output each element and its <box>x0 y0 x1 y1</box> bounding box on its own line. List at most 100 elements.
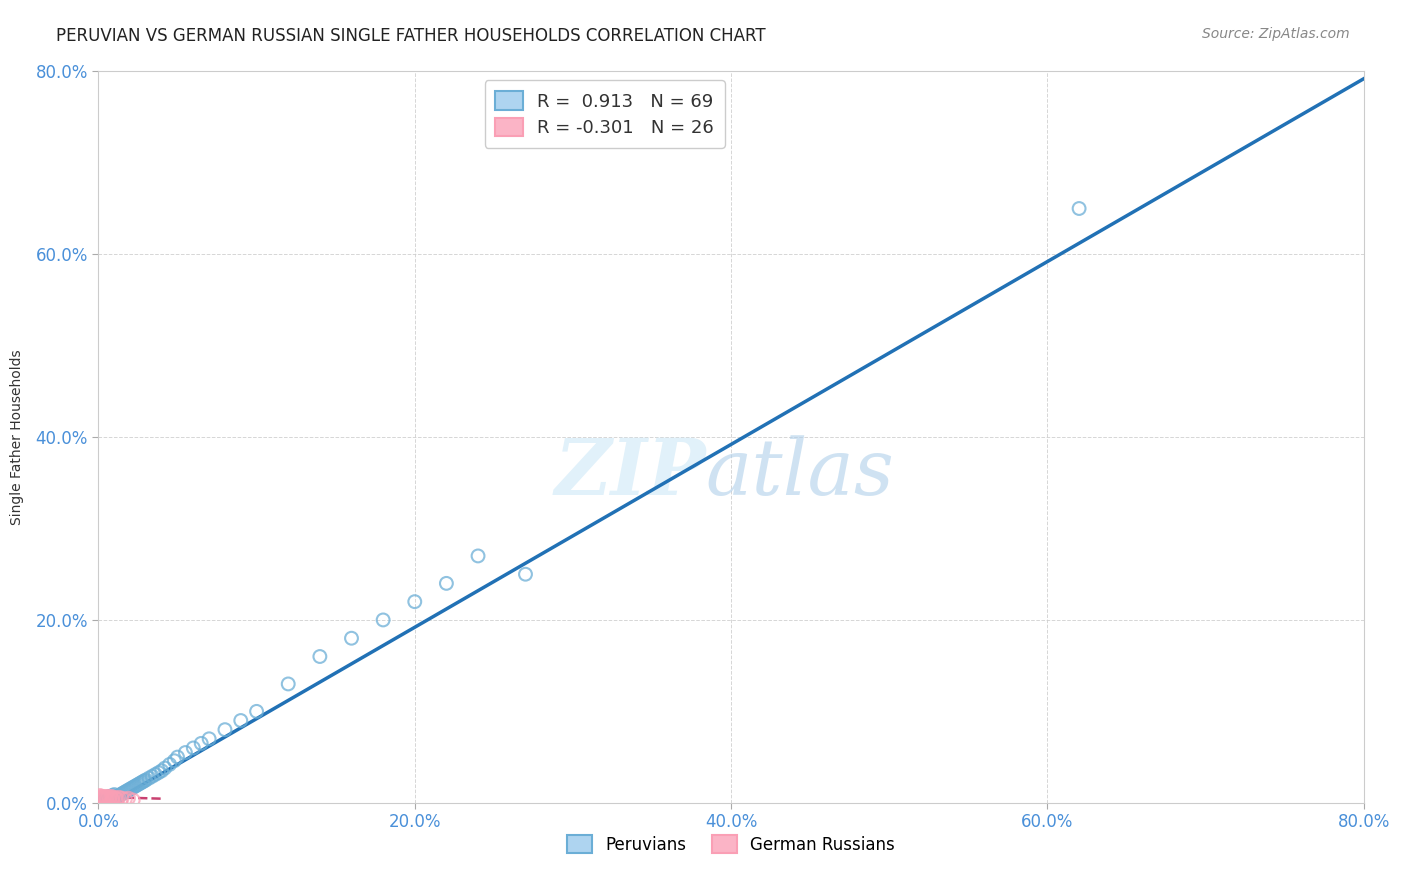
Point <box>107 789 129 804</box>
Point <box>96 790 118 805</box>
Point <box>108 789 131 803</box>
Point <box>104 791 127 805</box>
Point <box>96 794 118 808</box>
Point <box>135 772 157 787</box>
Point <box>96 792 118 806</box>
Point <box>246 705 269 719</box>
Point <box>128 776 150 790</box>
Point <box>89 795 111 809</box>
Point <box>111 791 134 805</box>
Legend: Peruvians, German Russians: Peruvians, German Russians <box>561 829 901 860</box>
Point <box>100 793 122 807</box>
Point <box>103 788 125 802</box>
Point <box>91 793 114 807</box>
Point <box>134 773 156 788</box>
Point <box>103 791 125 805</box>
Text: PERUVIAN VS GERMAN RUSSIAN SINGLE FATHER HOUSEHOLDS CORRELATION CHART: PERUVIAN VS GERMAN RUSSIAN SINGLE FATHER… <box>56 27 766 45</box>
Point <box>371 613 394 627</box>
Point <box>89 790 111 805</box>
Point <box>436 576 458 591</box>
Point <box>124 780 146 794</box>
Point <box>93 789 117 804</box>
Point <box>112 786 135 800</box>
Point <box>89 789 111 803</box>
Y-axis label: Single Father Households: Single Father Households <box>10 350 24 524</box>
Point <box>515 567 537 582</box>
Point <box>91 794 114 808</box>
Point <box>96 790 118 805</box>
Point <box>141 769 163 783</box>
Point <box>93 791 117 805</box>
Point <box>103 790 125 805</box>
Point <box>214 723 236 737</box>
Point <box>90 791 112 805</box>
Point <box>107 792 129 806</box>
Point <box>122 780 145 795</box>
Point <box>117 791 139 805</box>
Point <box>145 767 166 781</box>
Point <box>122 793 145 807</box>
Point <box>121 781 143 796</box>
Point <box>153 761 176 775</box>
Point <box>150 764 173 778</box>
Point <box>90 793 112 807</box>
Point <box>91 792 114 806</box>
Point <box>125 779 148 793</box>
Point <box>120 782 141 797</box>
Point <box>174 746 197 760</box>
Point <box>98 790 121 805</box>
Point <box>183 740 205 755</box>
Text: Source: ZipAtlas.com: Source: ZipAtlas.com <box>1202 27 1350 41</box>
Point <box>100 791 122 805</box>
Point <box>93 794 117 808</box>
Point <box>91 790 114 805</box>
Point <box>97 793 120 807</box>
Point <box>93 791 117 805</box>
Point <box>129 775 152 789</box>
Point <box>101 792 124 806</box>
Point <box>100 789 122 804</box>
Point <box>90 795 112 809</box>
Point <box>166 750 188 764</box>
Point <box>1067 202 1090 216</box>
Point <box>90 794 112 808</box>
Point <box>91 792 114 806</box>
Text: ZIP: ZIP <box>554 435 706 512</box>
Point <box>277 677 299 691</box>
Point <box>127 778 149 792</box>
Point <box>101 789 124 803</box>
Point <box>110 788 132 802</box>
Point <box>97 791 120 805</box>
Point <box>148 765 170 780</box>
Point <box>159 757 181 772</box>
Point <box>101 791 124 805</box>
Point <box>90 789 112 804</box>
Point <box>89 794 111 808</box>
Point <box>98 789 121 804</box>
Point <box>117 783 139 797</box>
Point <box>198 731 221 746</box>
Point <box>98 792 121 806</box>
Point <box>111 787 134 801</box>
Point <box>163 754 186 768</box>
Point <box>138 771 160 785</box>
Point <box>115 784 138 798</box>
Point <box>114 792 136 806</box>
Point <box>104 790 127 805</box>
Point <box>97 791 120 805</box>
Point <box>404 594 426 608</box>
Point <box>101 792 124 806</box>
Point <box>96 792 118 806</box>
Point <box>467 549 489 563</box>
Point <box>190 736 212 750</box>
Point <box>100 791 122 805</box>
Point <box>114 785 136 799</box>
Point <box>309 649 332 664</box>
Point <box>132 774 155 789</box>
Point <box>98 792 121 806</box>
Point <box>93 793 117 807</box>
Point <box>340 632 363 646</box>
Point <box>229 714 252 728</box>
Point <box>108 790 131 805</box>
Text: atlas: atlas <box>706 435 894 512</box>
